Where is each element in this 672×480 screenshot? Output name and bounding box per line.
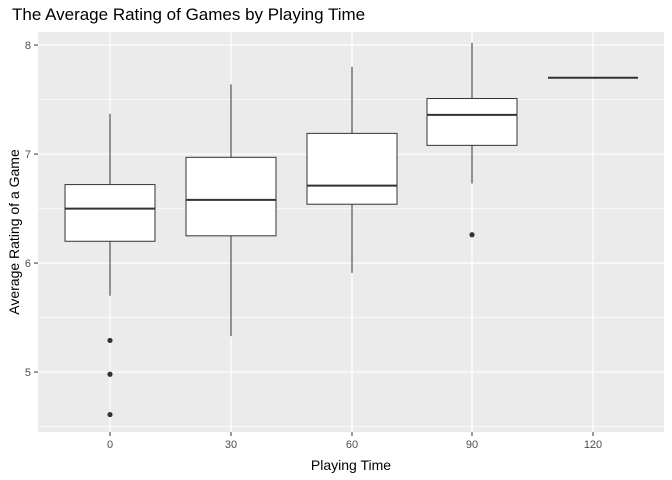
box-0 <box>64 113 156 418</box>
outlier-point <box>107 371 113 377</box>
y-axis: 5 6 7 8 <box>25 40 38 379</box>
x-tick-label: 90 <box>466 439 478 451</box>
box-90 <box>426 42 518 238</box>
x-tick-label: 60 <box>346 439 358 451</box>
box-body <box>306 132 398 205</box>
box-body <box>64 184 156 242</box>
y-tick-label: 5 <box>25 367 31 379</box>
box-body <box>185 156 277 237</box>
x-axis: 0 30 60 90 120 <box>107 432 602 451</box>
chart-title: The Average Rating of Games by Playing T… <box>12 5 366 24</box>
y-axis-title: Average Rating of a Game <box>6 149 22 315</box>
y-tick-label: 8 <box>25 40 31 52</box>
box-60 <box>306 66 398 273</box>
x-tick-label: 30 <box>225 439 237 451</box>
y-tick-label: 7 <box>25 149 31 161</box>
box-body <box>426 97 518 146</box>
outlier-point <box>107 411 113 418</box>
outlier-point <box>107 337 113 344</box>
y-tick-label: 6 <box>25 258 31 270</box>
boxes-group <box>64 42 638 418</box>
box-30 <box>185 84 277 337</box>
x-tick-label: 120 <box>584 439 602 451</box>
x-axis-title: Playing Time <box>311 457 391 473</box>
outlier-point <box>469 232 475 238</box>
x-tick-label: 0 <box>107 439 113 451</box>
